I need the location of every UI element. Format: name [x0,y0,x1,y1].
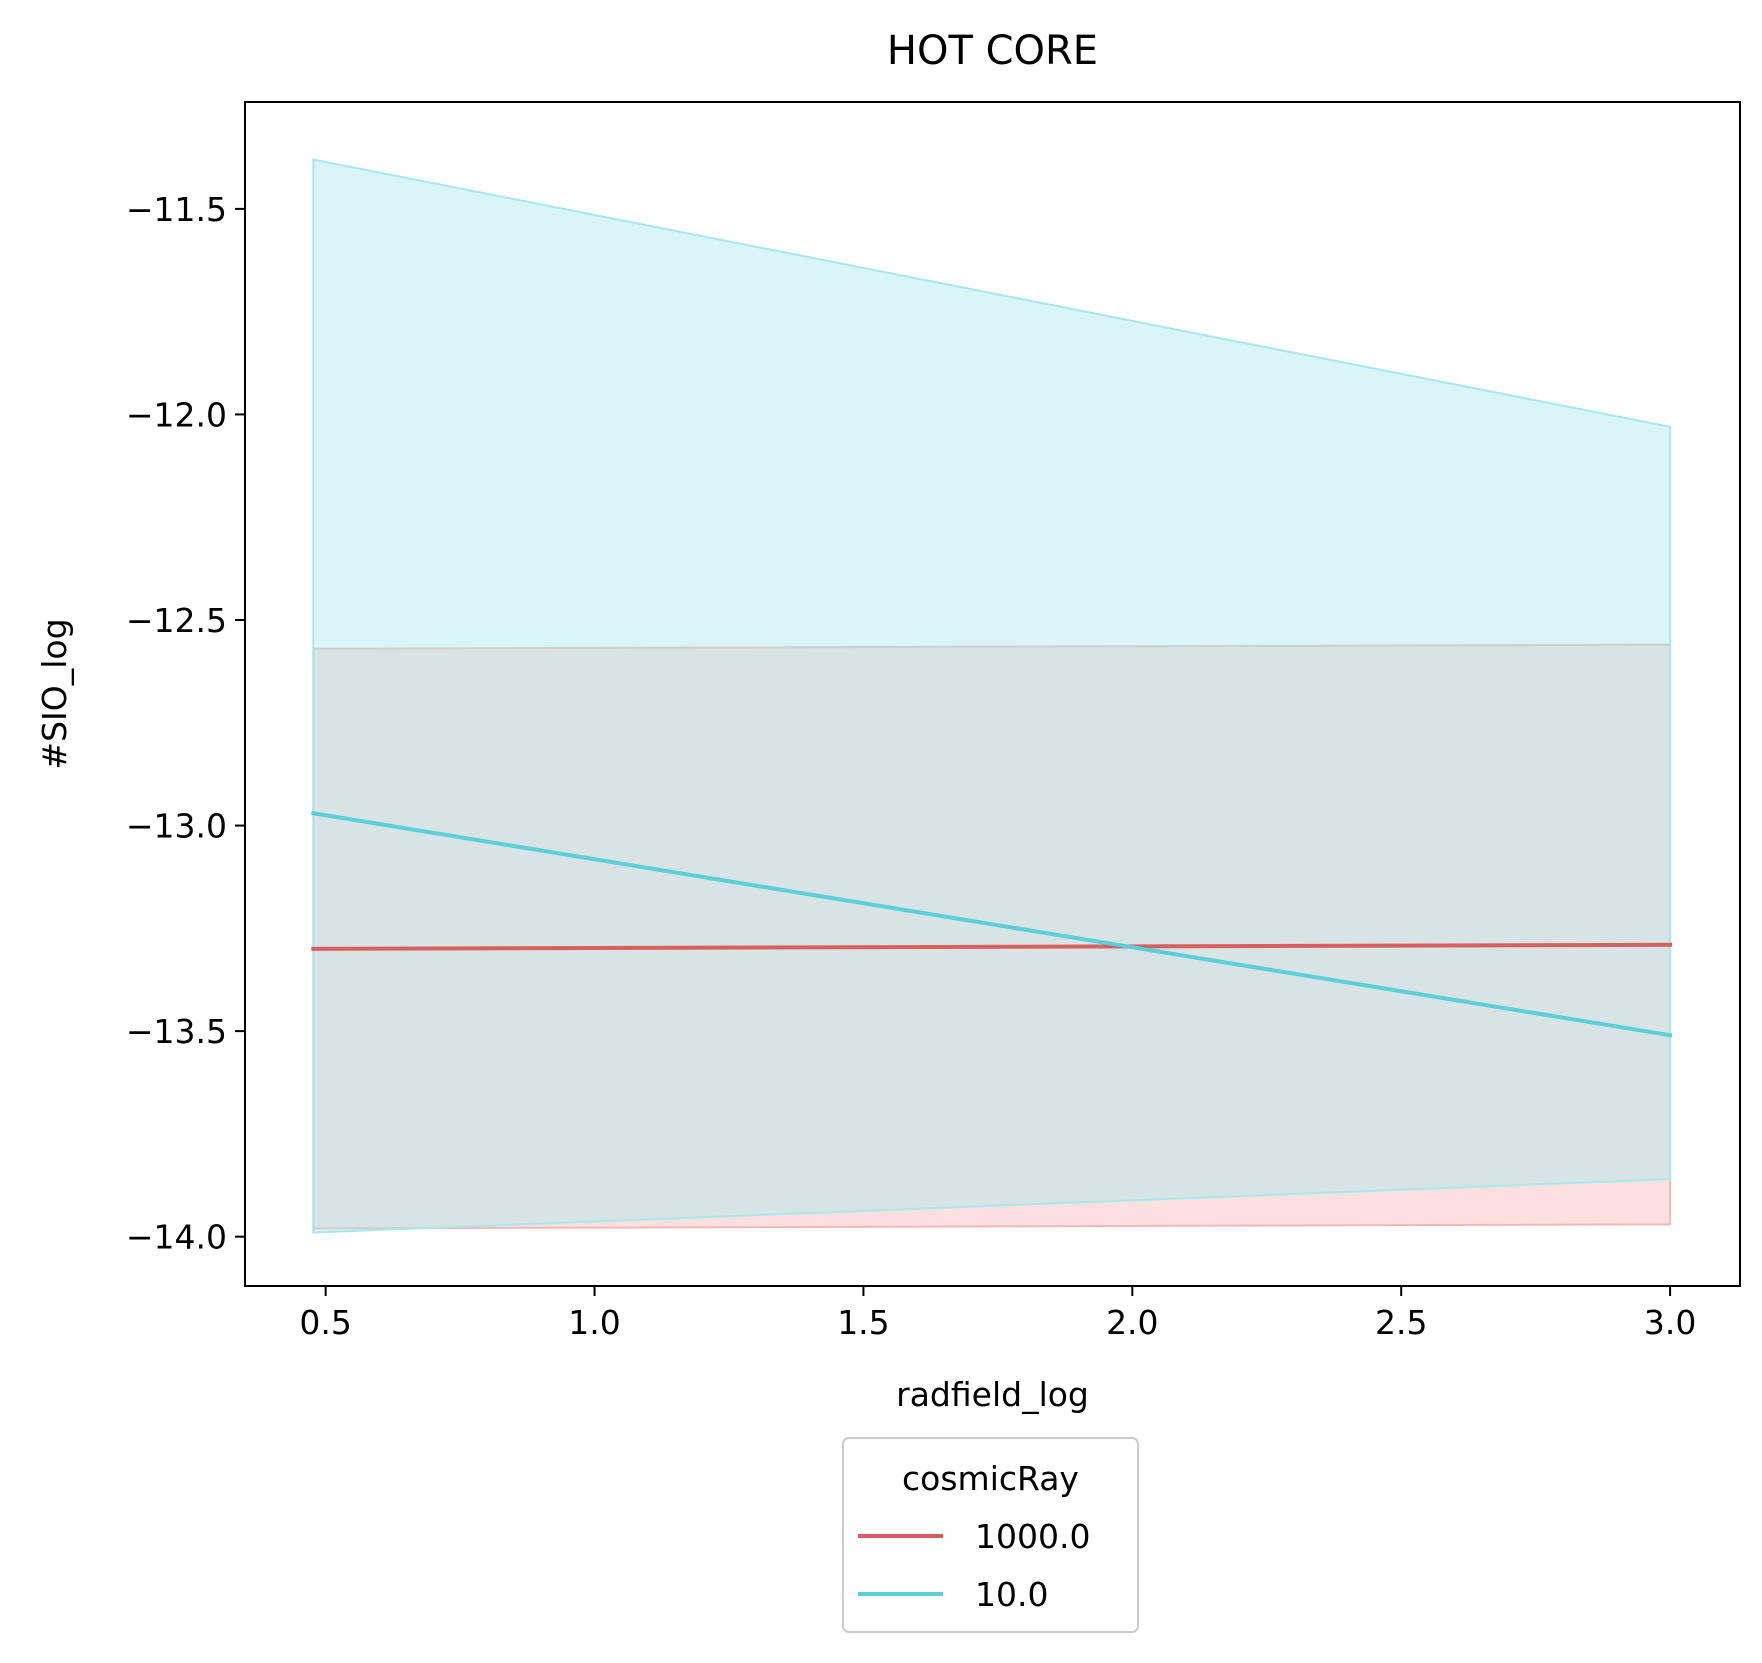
y-tick-label: −11.5 [126,190,227,229]
x-tick-label: 3.0 [1644,1303,1696,1342]
y-tick-label: −14.0 [126,1218,227,1257]
y-tick-label: −12.0 [126,395,227,434]
legend-label-0: 1000.0 [975,1517,1090,1556]
x-tick-label: 1.0 [568,1303,620,1342]
plot-frame [244,101,1741,1287]
x-axis-ticks: 0.5 1.0 1.5 2.0 2.5 3.0 [299,1286,1696,1342]
x-tick-label: 1.5 [837,1303,889,1342]
y-tick-label: −13.5 [126,1012,227,1051]
y-tick-label: −13.0 [126,807,227,846]
legend-box [842,1437,1139,1633]
y-axis-ticks: −11.5 −12.0 −12.5 −13.0 −13.5 −14.0 [126,190,245,1257]
x-axis-title: radfield_log [896,1375,1089,1414]
x-tick-label: 2.5 [1375,1303,1427,1342]
chart-title: HOT CORE [887,28,1098,74]
line-series-0 [311,942,1673,951]
confidence-bands [312,158,1672,1234]
x-tick-label: 2.0 [1106,1303,1158,1342]
band-series-1 [312,158,1672,1234]
legend: cosmicRay 1000.0 10.0 [842,1437,1139,1633]
line-series-1 [311,810,1673,1038]
x-tick-label: 0.5 [299,1303,351,1342]
y-tick-label: −12.5 [126,601,227,640]
y-axis-title: #SIO_log [35,618,74,769]
legend-label-1: 10.0 [975,1575,1048,1614]
legend-items: 1000.0 10.0 [858,1517,1090,1614]
series-lines [311,810,1673,1038]
legend-title: cosmicRay [902,1459,1079,1498]
